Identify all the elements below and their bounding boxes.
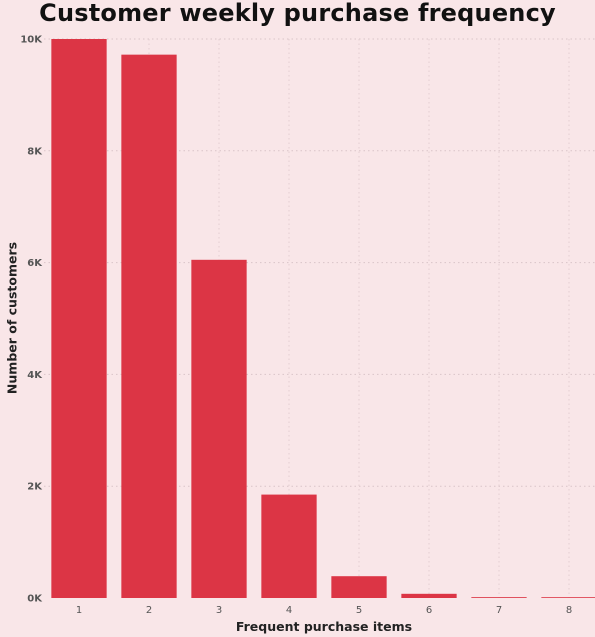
x-tick-label: 2 xyxy=(146,605,152,616)
x-tick-label: 8 xyxy=(566,605,572,616)
y-tick-label: 0K xyxy=(27,594,43,605)
y-tick-label: 4K xyxy=(27,370,43,381)
y-tick-label: 10K xyxy=(20,35,43,46)
x-tick-label: 5 xyxy=(356,605,362,616)
bar-8[interactable] xyxy=(541,597,595,598)
x-tick-label: 3 xyxy=(216,605,222,616)
chart-title: Customer weekly purchase frequency xyxy=(39,0,556,27)
y-tick-label: 6K xyxy=(27,258,43,269)
bars xyxy=(51,39,595,599)
bar-2[interactable] xyxy=(121,54,177,599)
x-tick-label: 4 xyxy=(286,605,292,616)
bar-3[interactable] xyxy=(191,259,247,598)
y-tick-label: 8K xyxy=(27,146,43,157)
bar-5[interactable] xyxy=(331,576,387,598)
bar-1[interactable] xyxy=(51,39,107,598)
bar-4[interactable] xyxy=(261,494,317,598)
y-axis-ticks: 0K 2K 4K 6K 8K 10K xyxy=(20,35,43,605)
bar-6[interactable] xyxy=(401,593,457,598)
bar-7[interactable] xyxy=(471,597,527,598)
x-tick-label: 6 xyxy=(426,605,432,616)
y-tick-label: 2K xyxy=(27,482,43,493)
x-tick-label: 7 xyxy=(496,605,502,616)
x-axis-label: Frequent purchase items xyxy=(235,619,413,634)
x-tick-label: 1 xyxy=(76,605,82,616)
x-axis-ticks: 1 2 3 4 5 6 7 8 xyxy=(76,605,572,616)
